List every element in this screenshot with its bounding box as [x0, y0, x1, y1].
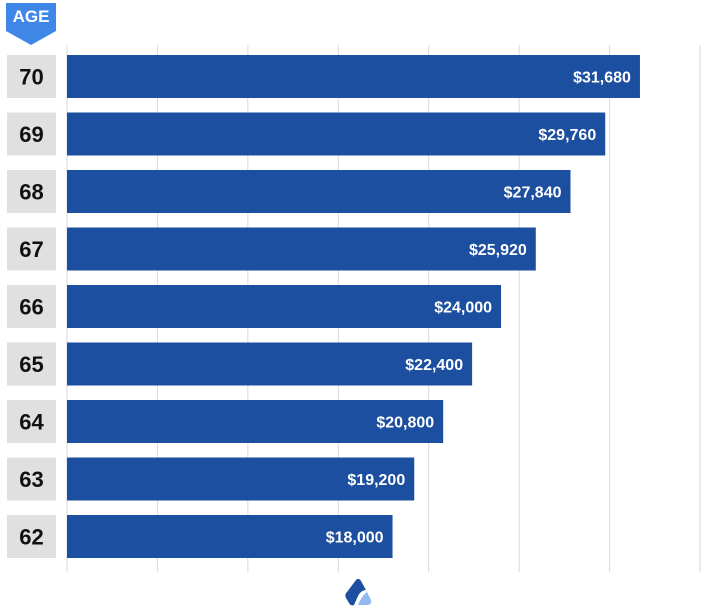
bar: [67, 227, 536, 271]
bars: 70 $31,680 69 $29,760 68 $27,840 67 $25,920 66 $2…: [7, 55, 640, 558]
category-label-bg: [7, 170, 56, 213]
bar-value-label: $18,000: [326, 530, 384, 547]
bar-value-label: $20,800: [376, 415, 434, 432]
bar: [67, 515, 393, 558]
bar: [67, 285, 502, 328]
bar: [67, 457, 415, 501]
category-label: 62: [19, 525, 43, 550]
category-label-bg: [7, 342, 56, 386]
category-label: 69: [19, 122, 43, 147]
bar-value-label: $27,840: [504, 185, 562, 202]
bar: [67, 400, 444, 443]
category-label: 70: [19, 65, 43, 90]
category-label: 66: [19, 295, 43, 320]
category-label: 68: [19, 180, 43, 205]
category-label-bg: [7, 400, 56, 443]
category-label-bg: [7, 457, 56, 501]
bar-value-label: $25,920: [469, 242, 527, 259]
bar-value-label: $31,680: [573, 70, 631, 87]
brand-logo-icon: [345, 578, 372, 606]
category-label-bg: [7, 285, 56, 328]
bar-value-label: $29,760: [538, 127, 596, 144]
age-axis-tag: AGE: [6, 3, 56, 45]
category-label: 63: [19, 467, 43, 492]
bar-value-label: $22,400: [405, 357, 463, 374]
category-label-bg: [7, 227, 56, 271]
category-label-bg: [7, 112, 56, 156]
age-axis-label: AGE: [12, 7, 50, 26]
category-label: 64: [19, 410, 44, 435]
bar: [67, 342, 473, 386]
bar: [67, 170, 571, 213]
bar: [67, 112, 606, 156]
category-label: 65: [19, 352, 43, 377]
bar-value-label: $24,000: [434, 300, 492, 317]
bar-value-label: $19,200: [347, 472, 405, 489]
bar: [67, 55, 640, 98]
category-label-bg: [7, 515, 56, 558]
category-label-bg: [7, 55, 56, 98]
tag-shape: [6, 3, 56, 45]
category-label: 67: [19, 237, 43, 262]
